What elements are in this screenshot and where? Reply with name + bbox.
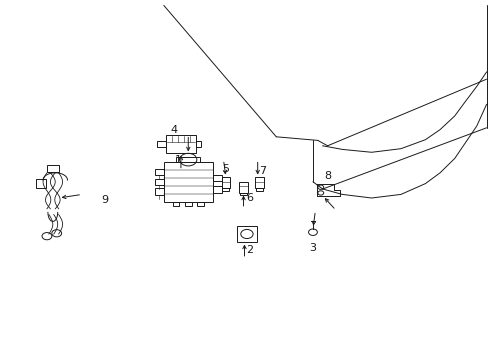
Bar — [196, 141, 201, 147]
Bar — [254, 177, 263, 188]
Bar — [255, 188, 262, 191]
Bar — [212, 175, 221, 181]
Bar — [240, 193, 246, 195]
Bar — [184, 202, 191, 206]
Bar — [47, 165, 59, 172]
Text: 5: 5 — [222, 164, 229, 174]
Bar — [157, 141, 165, 147]
Text: 1: 1 — [175, 155, 182, 165]
Bar — [236, 226, 257, 242]
Text: 9: 9 — [102, 195, 108, 205]
Bar — [212, 186, 221, 193]
Text: 4: 4 — [170, 125, 177, 135]
Bar — [155, 168, 163, 175]
Text: 7: 7 — [259, 166, 265, 176]
Text: 8: 8 — [324, 171, 330, 181]
Bar — [163, 162, 212, 202]
Bar — [155, 179, 163, 185]
Bar — [36, 179, 46, 188]
Bar — [197, 202, 203, 206]
Bar — [172, 202, 179, 206]
Bar — [165, 135, 196, 153]
Bar — [176, 157, 200, 162]
Text: 6: 6 — [245, 193, 252, 203]
Text: 2: 2 — [245, 245, 252, 255]
Bar — [155, 189, 163, 195]
Bar — [239, 182, 247, 193]
Bar — [221, 177, 230, 188]
Text: 3: 3 — [309, 243, 316, 253]
Bar — [222, 188, 229, 191]
